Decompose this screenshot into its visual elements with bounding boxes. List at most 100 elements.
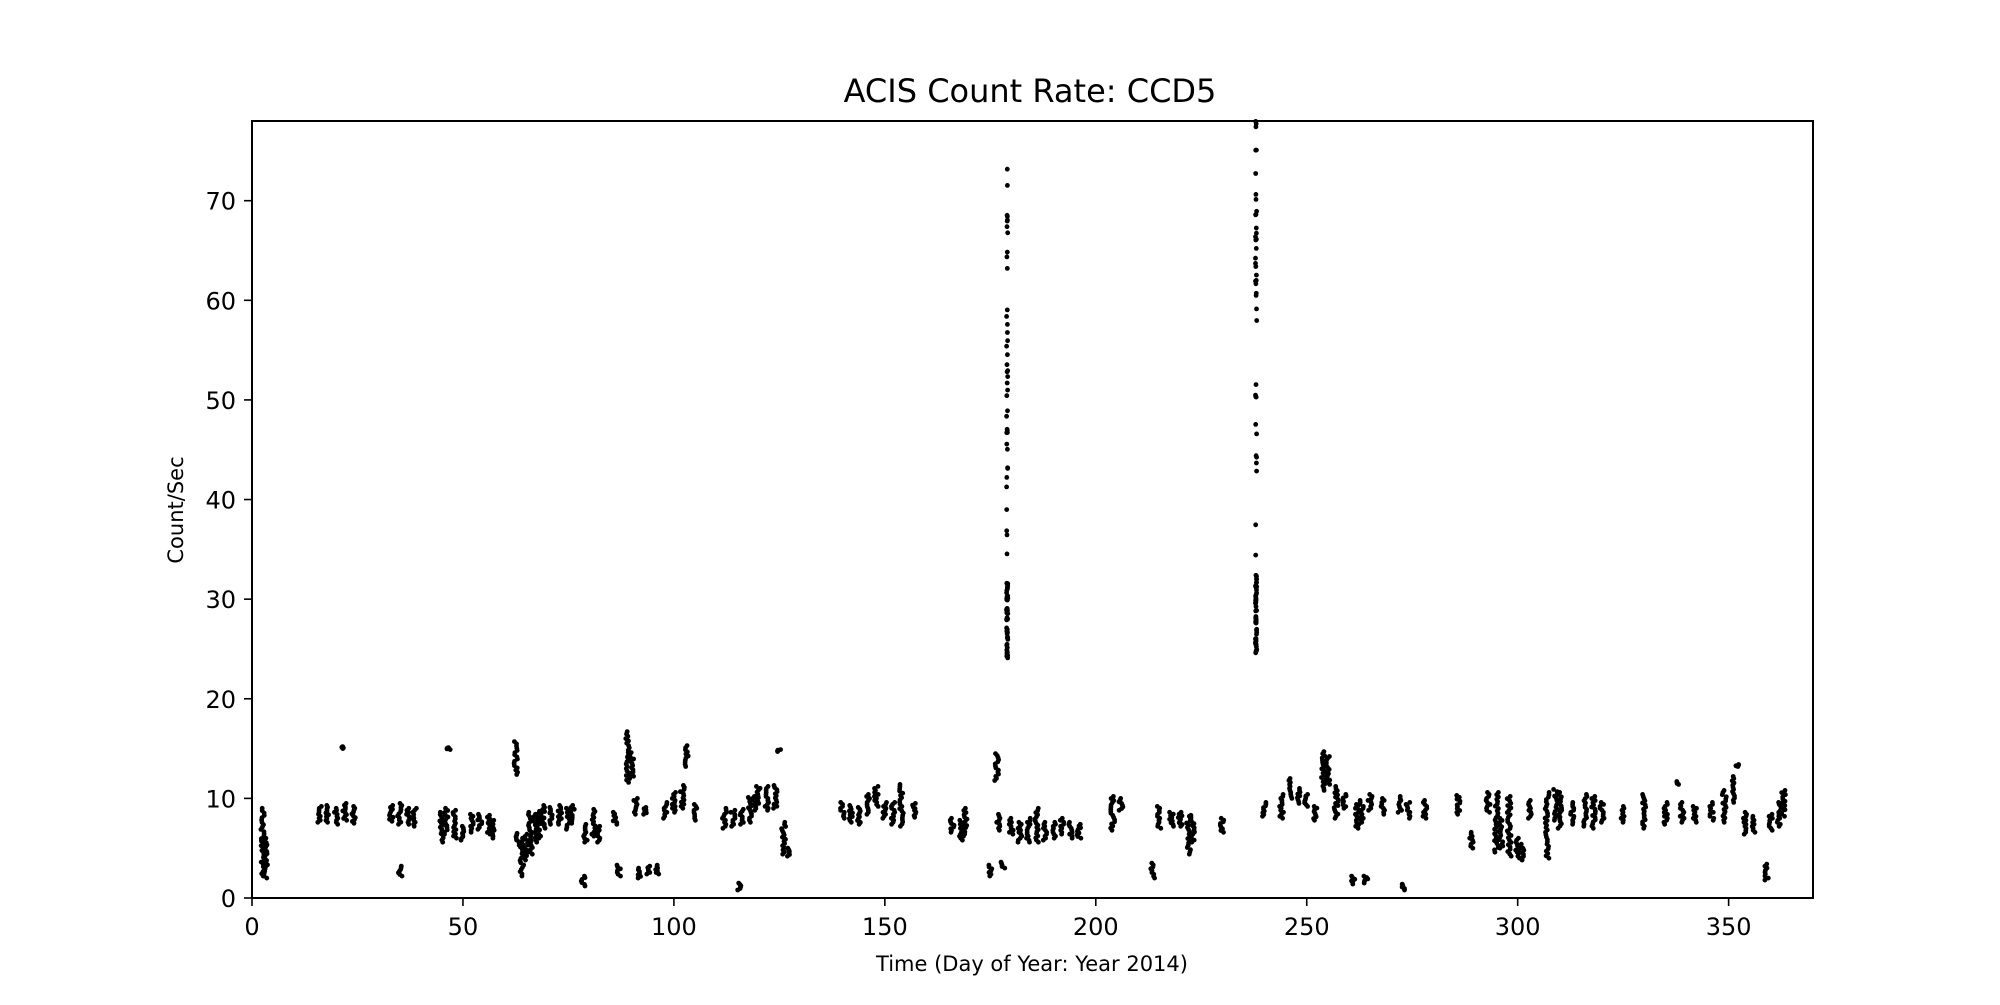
data-point	[1253, 650, 1259, 656]
data-point	[1280, 792, 1286, 797]
data-point	[1395, 809, 1401, 815]
data-point	[841, 809, 847, 815]
data-point	[406, 805, 412, 811]
data-point	[993, 751, 998, 756]
data-point	[1380, 796, 1385, 801]
data-point	[1711, 815, 1717, 821]
data-point	[1005, 352, 1010, 358]
data-point	[1253, 255, 1258, 261]
data-point	[1253, 604, 1259, 609]
data-point	[1254, 454, 1259, 460]
x-axis: 0 50 100 150 200 250 300 350	[244, 898, 1752, 941]
data-point	[559, 810, 565, 816]
data-point	[564, 805, 569, 811]
y-tick-label: 40	[205, 487, 236, 515]
data-point	[453, 807, 458, 813]
data-point	[1253, 290, 1259, 296]
data-point	[397, 801, 403, 806]
data-point	[1184, 820, 1189, 826]
data-point	[1513, 847, 1519, 853]
data-point	[446, 745, 451, 750]
data-point	[1004, 648, 1010, 654]
data-point	[1253, 394, 1259, 400]
data-point	[582, 873, 587, 879]
data-point	[1485, 790, 1490, 795]
data-point	[1254, 573, 1259, 579]
data-point	[1254, 626, 1260, 632]
data-point	[996, 811, 1001, 817]
data-point	[1118, 796, 1124, 801]
x-tick-label: 300	[1495, 913, 1541, 941]
data-point	[1005, 230, 1011, 236]
data-point	[1253, 237, 1259, 243]
data-point	[1004, 580, 1010, 586]
data-point	[1620, 804, 1626, 809]
y-tick-label: 30	[205, 586, 236, 614]
data-point	[1492, 831, 1497, 837]
data-point	[1679, 800, 1685, 805]
data-point	[963, 805, 968, 811]
data-point	[521, 844, 527, 850]
data-point	[1005, 217, 1010, 223]
data-point	[414, 805, 419, 811]
y-tick-label: 0	[221, 885, 236, 913]
data-point	[1004, 212, 1010, 218]
data-point	[1004, 314, 1009, 319]
data-point	[1005, 616, 1011, 622]
data-point	[1497, 815, 1503, 821]
data-point	[1010, 831, 1016, 837]
data-point	[1253, 212, 1259, 217]
data-point	[1710, 800, 1715, 805]
data-point	[986, 862, 992, 868]
data-point	[398, 863, 404, 869]
data-point	[1067, 819, 1072, 825]
data-point	[746, 805, 751, 811]
data-point	[627, 776, 633, 781]
data-point	[591, 806, 597, 812]
data-point	[779, 826, 784, 832]
x-tick-label: 200	[1073, 913, 1119, 941]
data-point	[1297, 786, 1302, 791]
data-point	[1468, 829, 1474, 835]
data-point	[1598, 800, 1604, 805]
data-point	[1005, 330, 1010, 335]
data-point	[1361, 804, 1366, 809]
data-point	[387, 816, 392, 822]
data-point	[1007, 829, 1012, 835]
data-point	[1254, 431, 1259, 437]
y-tick-label: 20	[205, 686, 236, 714]
data-point	[1253, 171, 1259, 176]
data-point	[1253, 197, 1259, 202]
data-point	[1254, 587, 1259, 593]
data-point	[1254, 272, 1259, 278]
data-point	[654, 862, 660, 868]
data-point	[1254, 580, 1259, 586]
data-point	[1254, 460, 1259, 466]
data-point	[664, 800, 670, 805]
data-point	[1367, 792, 1373, 797]
data-point	[1077, 821, 1083, 827]
data-point	[875, 784, 881, 789]
data-point	[1027, 815, 1033, 821]
data-point	[1167, 809, 1172, 815]
data-point	[557, 803, 562, 808]
data-point	[1349, 873, 1354, 879]
data-point	[1035, 805, 1041, 811]
data-point	[1492, 847, 1497, 853]
data-point	[1004, 609, 1010, 614]
data-point	[647, 863, 653, 869]
data-point	[1188, 812, 1194, 818]
data-point	[1592, 794, 1598, 799]
data-points	[258, 119, 1788, 893]
data-point	[684, 743, 690, 748]
data-point	[998, 859, 1004, 865]
data-point	[1254, 306, 1259, 312]
data-point	[728, 809, 734, 815]
data-point	[1178, 809, 1184, 815]
data-point	[1361, 873, 1367, 879]
data-point	[1004, 532, 1010, 538]
data-point	[1742, 809, 1748, 815]
data-point	[570, 803, 576, 808]
data-point	[1005, 655, 1011, 661]
